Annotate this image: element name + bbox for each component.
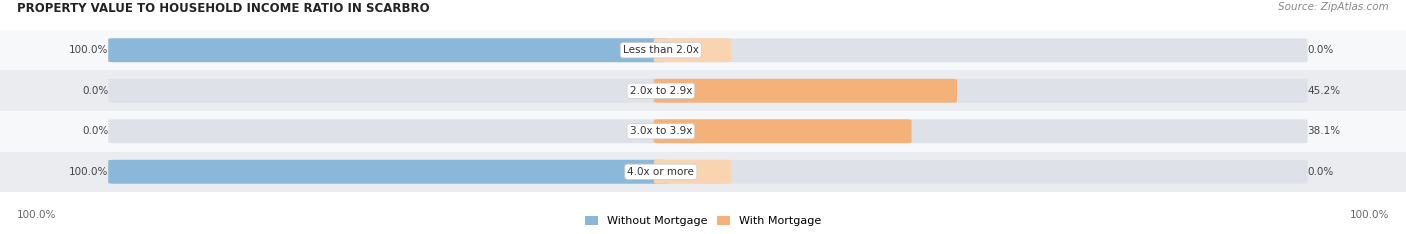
- FancyBboxPatch shape: [0, 151, 1406, 192]
- Text: 100.0%: 100.0%: [17, 210, 56, 220]
- Legend: Without Mortgage, With Mortgage: Without Mortgage, With Mortgage: [585, 216, 821, 226]
- Text: 0.0%: 0.0%: [82, 86, 108, 96]
- Text: 2.0x to 2.9x: 2.0x to 2.9x: [630, 86, 692, 96]
- FancyBboxPatch shape: [108, 160, 1308, 184]
- Text: 100.0%: 100.0%: [1350, 210, 1389, 220]
- Text: PROPERTY VALUE TO HOUSEHOLD INCOME RATIO IN SCARBRO: PROPERTY VALUE TO HOUSEHOLD INCOME RATIO…: [17, 2, 429, 15]
- Text: 100.0%: 100.0%: [69, 167, 108, 177]
- FancyBboxPatch shape: [654, 119, 911, 143]
- Text: 4.0x or more: 4.0x or more: [627, 167, 695, 177]
- FancyBboxPatch shape: [0, 111, 1406, 151]
- FancyBboxPatch shape: [0, 30, 1406, 70]
- Text: 0.0%: 0.0%: [1308, 45, 1334, 55]
- FancyBboxPatch shape: [108, 119, 1308, 143]
- FancyBboxPatch shape: [108, 38, 668, 62]
- FancyBboxPatch shape: [108, 79, 1308, 103]
- Text: Source: ZipAtlas.com: Source: ZipAtlas.com: [1278, 2, 1389, 12]
- Text: 3.0x to 3.9x: 3.0x to 3.9x: [630, 126, 692, 136]
- FancyBboxPatch shape: [654, 79, 957, 103]
- Text: Less than 2.0x: Less than 2.0x: [623, 45, 699, 55]
- Text: 0.0%: 0.0%: [1308, 167, 1334, 177]
- Text: 0.0%: 0.0%: [82, 126, 108, 136]
- FancyBboxPatch shape: [0, 70, 1406, 111]
- Text: 100.0%: 100.0%: [69, 45, 108, 55]
- Text: 38.1%: 38.1%: [1308, 126, 1341, 136]
- Text: 45.2%: 45.2%: [1308, 86, 1341, 96]
- FancyBboxPatch shape: [654, 160, 731, 184]
- FancyBboxPatch shape: [108, 160, 668, 184]
- FancyBboxPatch shape: [108, 38, 1308, 62]
- FancyBboxPatch shape: [654, 38, 731, 62]
